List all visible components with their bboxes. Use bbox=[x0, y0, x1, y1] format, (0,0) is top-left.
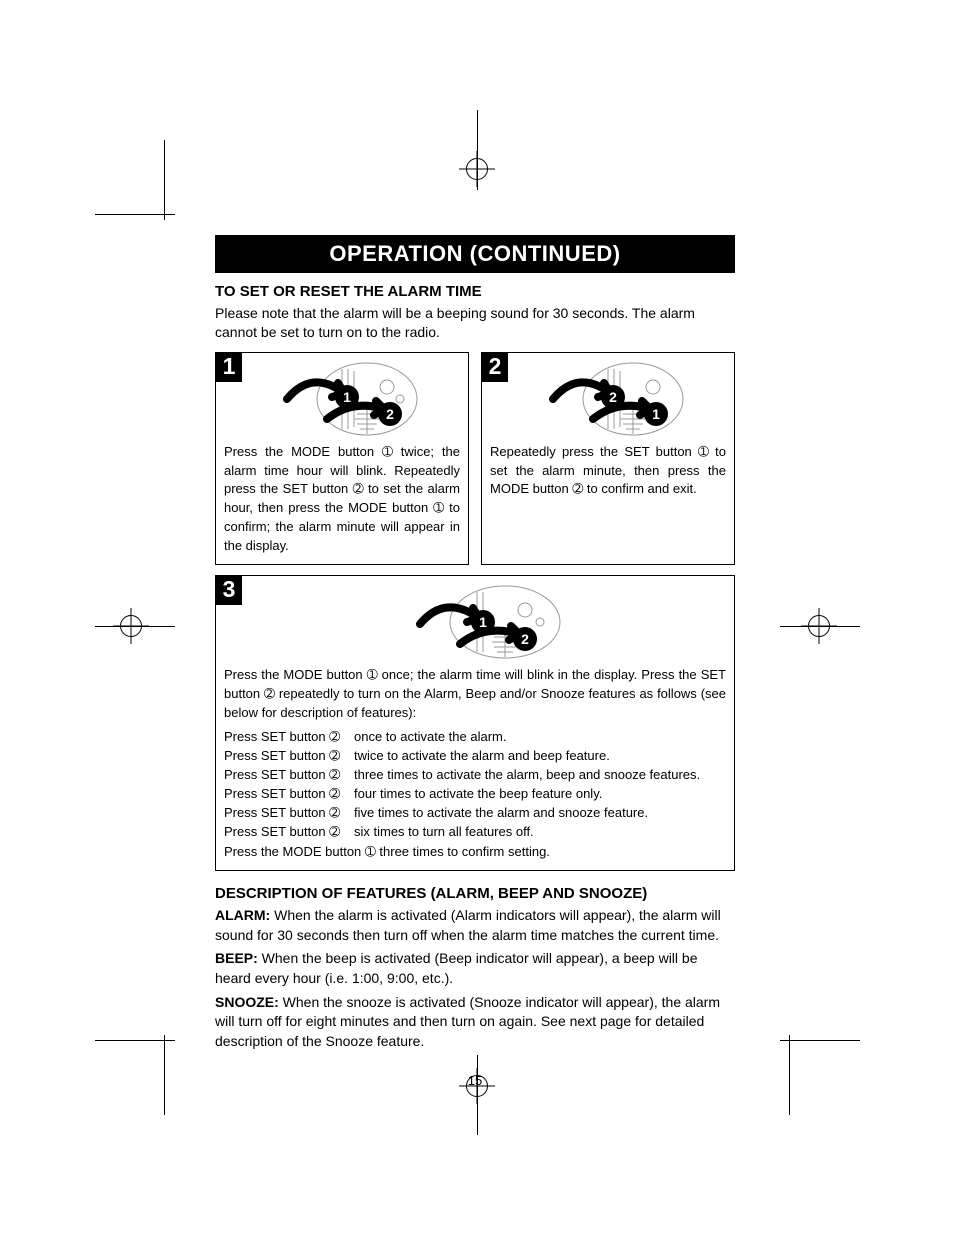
list-item: Press SET button ➁once to activate the a… bbox=[224, 728, 726, 747]
step-number-badge: 2 bbox=[482, 353, 508, 382]
feature-text: When the alarm is activated (Alarm indic… bbox=[215, 907, 721, 943]
feature-label: SNOOZE: bbox=[215, 994, 279, 1010]
crop-mark bbox=[95, 1040, 175, 1041]
feature-label: ALARM: bbox=[215, 907, 270, 923]
callout-number: 1 bbox=[479, 614, 487, 630]
registration-mark-top bbox=[466, 158, 488, 180]
callout-number: 1 bbox=[652, 406, 660, 422]
step-box-2: 2 2 1 Repeatedly press the SET button ➀ … bbox=[481, 352, 735, 565]
feature-label: BEEP: bbox=[215, 950, 258, 966]
list-prefix: Press SET button ➁ bbox=[224, 747, 354, 766]
list-item: Press SET button ➁three times to activat… bbox=[224, 766, 726, 785]
list-item: Press SET button ➁six times to turn all … bbox=[224, 823, 726, 842]
page-content: OPERATION (CONTINUED) TO SET OR RESET TH… bbox=[215, 235, 735, 1088]
callout-number: 2 bbox=[386, 406, 394, 422]
list-item: Press SET button ➁four times to activate… bbox=[224, 785, 726, 804]
section-intro: Please note that the alarm will be a bee… bbox=[215, 304, 735, 342]
page-number: 15 bbox=[215, 1073, 735, 1088]
list-prefix: Press SET button ➁ bbox=[224, 804, 354, 823]
list-item: Press SET button ➁five times to activate… bbox=[224, 804, 726, 823]
step-illustration: 1 2 bbox=[224, 359, 460, 439]
list-prefix: Press SET button ➁ bbox=[224, 785, 354, 804]
steps-row-1: 1 1 2 Press the MODE button ➀ twice; the… bbox=[215, 352, 735, 565]
crop-mark bbox=[164, 140, 165, 220]
step-text: Press the MODE button ➀ twice; the alarm… bbox=[224, 443, 460, 556]
callout-number: 2 bbox=[521, 631, 529, 647]
feature-text: When the beep is activated (Beep indicat… bbox=[215, 950, 698, 986]
crop-mark bbox=[780, 626, 860, 627]
step-box-1: 1 1 2 Press the MODE button ➀ twice; the… bbox=[215, 352, 469, 565]
step-last-line: Press the MODE button ➀ three times to c… bbox=[224, 843, 726, 862]
list-desc: three times to activate the alarm, beep … bbox=[354, 766, 726, 785]
crop-mark bbox=[95, 626, 175, 627]
step-illustration: 2 1 bbox=[490, 359, 726, 439]
section-heading-set-alarm: TO SET OR RESET THE ALARM TIME bbox=[215, 283, 735, 300]
list-prefix: Press SET button ➁ bbox=[224, 823, 354, 842]
list-item: Press SET button ➁twice to activate the … bbox=[224, 747, 726, 766]
crop-mark bbox=[789, 1035, 790, 1115]
step-text: Repeatedly press the SET button ➀ to set… bbox=[490, 443, 726, 500]
callout-number: 1 bbox=[343, 389, 351, 405]
step-illustration: 1 2 bbox=[224, 582, 726, 662]
step-box-3: 3 1 2 Press the MODE button ➀ once; the … bbox=[215, 575, 735, 871]
crop-mark bbox=[164, 1035, 165, 1115]
list-desc: six times to turn all features off. bbox=[354, 823, 726, 842]
list-desc: four times to activate the beep feature … bbox=[354, 785, 726, 804]
feature-beep: BEEP: When the beep is activated (Beep i… bbox=[215, 949, 735, 988]
set-button-feature-list: Press SET button ➁once to activate the a… bbox=[224, 728, 726, 841]
list-desc: once to activate the alarm. bbox=[354, 728, 726, 747]
crop-mark bbox=[780, 1040, 860, 1041]
title-bar: OPERATION (CONTINUED) bbox=[215, 235, 735, 273]
list-desc: twice to activate the alarm and beep fea… bbox=[354, 747, 726, 766]
callout-number: 2 bbox=[609, 389, 617, 405]
list-desc: five times to activate the alarm and sno… bbox=[354, 804, 726, 823]
list-prefix: Press SET button ➁ bbox=[224, 766, 354, 785]
list-prefix: Press SET button ➁ bbox=[224, 728, 354, 747]
steps-row-2: 3 1 2 Press the MODE button ➀ once; the … bbox=[215, 575, 735, 871]
feature-snooze: SNOOZE: When the snooze is activated (Sn… bbox=[215, 993, 735, 1052]
feature-alarm: ALARM: When the alarm is activated (Alar… bbox=[215, 906, 735, 945]
step-number-badge: 1 bbox=[216, 353, 242, 382]
step-intro-text: Press the MODE button ➀ once; the alarm … bbox=[224, 666, 726, 723]
features-heading: DESCRIPTION OF FEATURES (ALARM, BEEP AND… bbox=[215, 885, 735, 902]
crop-mark bbox=[95, 214, 175, 215]
feature-text: When the snooze is activated (Snooze ind… bbox=[215, 994, 720, 1049]
step-number-badge: 3 bbox=[216, 576, 242, 605]
